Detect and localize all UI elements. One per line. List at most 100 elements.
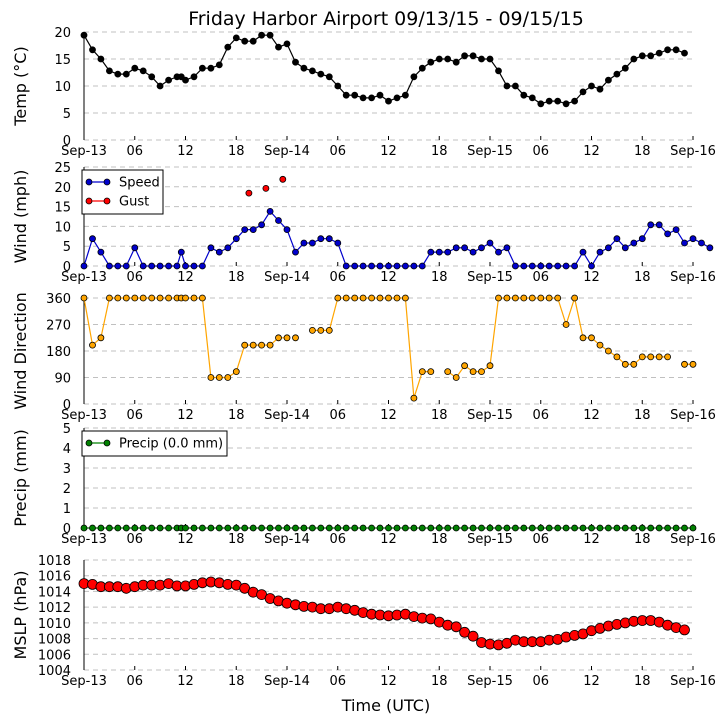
temp-temp-point (478, 55, 485, 63)
wind-speed-point (165, 262, 173, 270)
temp-temp-point (300, 64, 308, 72)
temp-temp-point (156, 82, 164, 90)
dir-direction-point (148, 294, 156, 302)
wind-speed-point (672, 226, 680, 234)
temp-temp-point (198, 64, 206, 72)
temp-panel: 0 5 10 15 20 Temp (°C) Sep-13 06 12 18 Sep-14 06 12 1… (11, 26, 716, 159)
temp-y-axis-label: Temp (°C) (11, 46, 30, 126)
precip-precip-0-0-mm-point (503, 524, 511, 532)
wind-speed-point (359, 262, 367, 270)
temp-temp-point (89, 46, 96, 54)
precip-precip-0-0-mm-point (182, 524, 189, 532)
wind-y-tick-label: 15 (54, 201, 71, 216)
dir-direction-point (165, 294, 173, 302)
wind-x-tick-label: 06 (532, 270, 549, 285)
precip-precip-0-0-mm-point (596, 524, 604, 532)
temp-temp-point (258, 31, 266, 39)
temp-temp-point (486, 55, 494, 63)
precip-precip-0-0-mm-point (435, 524, 443, 532)
precip-precip-0-0-mm-point (385, 524, 392, 532)
dir-panel: 0 90 180 270 360 Wind Direction Sep-13 06 12 18 Se… (11, 292, 716, 423)
temp-temp-point (605, 76, 612, 84)
wind-speed-point (681, 239, 688, 247)
precip-precip-0-0-mm-point (588, 524, 595, 532)
mslp-x-tick-label: 18 (228, 674, 245, 689)
temp-temp-point (672, 46, 680, 54)
mslp-x-tick-label: Sep-13 (61, 674, 107, 689)
dir-direction-point (689, 360, 697, 368)
temp-temp-point (215, 61, 223, 69)
dir-direction-point (106, 294, 113, 302)
wind-speed-point (655, 221, 663, 229)
wind-speed-point (461, 244, 469, 252)
precip-precip-0-0-mm-point (351, 524, 359, 532)
wind-speed-point (182, 262, 189, 270)
precip-precip-0-0-mm-point (325, 524, 333, 532)
wind-speed-point (605, 244, 612, 252)
temp-temp-line (83, 34, 685, 105)
wind-speed-point (512, 262, 519, 270)
wind-speed-point (283, 226, 291, 234)
dir-y-tick-label: 270 (46, 319, 71, 334)
precip-precip-0-0-mm-point (97, 524, 105, 532)
precip-x-tick-label: Sep-14 (264, 532, 310, 547)
mslp-x-tick-label: Sep-14 (264, 674, 310, 689)
temp-x-tick-label: 06 (329, 144, 346, 159)
wind-x-tick-label: 06 (126, 270, 143, 285)
wind-speed-point (106, 262, 113, 270)
chart-title: Friday Harbor Airport 09/13/15 - 09/15/1… (188, 8, 584, 30)
precip-precip-0-0-mm-point (571, 524, 578, 532)
precip-precip-0-0-mm-point (638, 524, 646, 532)
precip-precip-0-0-mm-point (512, 524, 519, 532)
precip-precip-0-0-mm-point (469, 524, 477, 532)
precip-y-tick-label: 5 (63, 422, 71, 437)
temp-temp-point (630, 55, 638, 63)
dir-direction-point (292, 334, 299, 342)
dir-direction-point (537, 294, 545, 302)
wind-speed-point (486, 239, 494, 247)
precip-precip-0-0-mm-point (232, 524, 240, 532)
wind-y-tick-label: 25 (54, 161, 71, 176)
dir-direction-point (80, 294, 88, 302)
wind-speed-point (393, 262, 401, 270)
dir-x-tick-label: 18 (431, 408, 448, 423)
mslp-y-tick-label: 1018 (38, 554, 71, 569)
wind-x-tick-label: Sep-14 (264, 270, 310, 285)
temp-temp-point (122, 70, 130, 78)
precip-x-tick-label: 12 (177, 532, 194, 547)
temp-temp-point (165, 76, 173, 84)
precip-precip-0-0-mm-point (520, 524, 528, 532)
wind-speed-point (139, 262, 147, 270)
precip-x-tick-label: 18 (431, 532, 448, 547)
mslp-y-tick-label: 1016 (38, 570, 71, 585)
precip-precip-0-0-mm-point (368, 524, 376, 532)
mslp-y-tick-label: 1006 (38, 648, 71, 663)
wind-legend-marker (85, 197, 93, 205)
wind-x-tick-label: Sep-16 (670, 270, 716, 285)
dir-direction-point (486, 362, 494, 370)
precip-y-tick-label: 0 (63, 522, 71, 537)
wind-panel: 0 5 10 15 20 25 Wind (mph) Sep-13 06 12 18 Sep-14 06… (11, 161, 716, 285)
dir-direction-point (283, 334, 291, 342)
precip-x-tick-label: 06 (532, 532, 549, 547)
dir-direction-point (444, 368, 452, 376)
wind-speed-point (275, 217, 282, 224)
dir-direction-line (312, 297, 431, 399)
dir-x-tick-label: 18 (634, 408, 651, 423)
precip-precip-0-0-mm-point (418, 524, 426, 532)
temp-x-tick-label: 12 (177, 144, 194, 159)
dir-y-tick-label: 360 (46, 292, 71, 307)
temp-x-tick-label: 06 (126, 144, 143, 159)
dir-direction-point (596, 341, 604, 349)
wind-speed-point (596, 248, 604, 256)
dir-direction-point (579, 334, 587, 342)
dir-direction-point (621, 360, 629, 368)
wind-legend-marker (103, 178, 111, 186)
wind-x-tick-label: 18 (228, 270, 245, 285)
dir-direction-point (512, 294, 519, 302)
temp-y-tick-label: 20 (54, 26, 71, 41)
temp-temp-point (317, 70, 325, 78)
precip-y-tick-label: 1 (63, 502, 71, 517)
precip-precip-0-0-mm-point (613, 524, 621, 532)
